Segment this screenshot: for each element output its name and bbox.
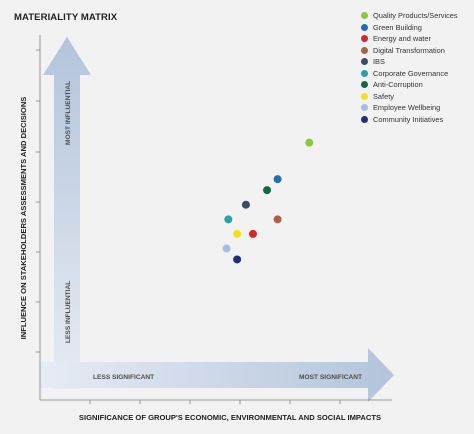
legend-label: Energy and water xyxy=(373,34,431,44)
point-energy-and-water xyxy=(248,229,257,238)
legend-item: Digital Transformation xyxy=(361,45,458,57)
point-quality-products-services xyxy=(305,138,314,147)
y-axis-ticks xyxy=(36,49,40,353)
legend-swatch xyxy=(361,46,368,54)
legend-label: IBS xyxy=(373,57,385,67)
legend-item: IBS xyxy=(361,56,458,68)
legend-item: Quality Products/Services xyxy=(361,10,458,22)
legend-label: Safety xyxy=(373,91,394,101)
legend-item: Employee Wellbeing xyxy=(361,102,458,114)
point-digital-transformation xyxy=(273,215,282,224)
point-employee-wellbeing xyxy=(222,244,231,253)
less-significant-label: LESS SIGNIFICANT xyxy=(93,374,154,381)
most-influential-label: MOST INFLUENTIAL xyxy=(65,81,72,145)
legend-swatch xyxy=(361,12,368,20)
legend-item: Community Initiatives xyxy=(361,114,458,126)
data-points xyxy=(222,138,314,264)
x-axis-title: SIGNIFICANCE OF GROUP'S ECONOMIC, ENVIRO… xyxy=(79,413,381,422)
point-anti-corruption xyxy=(263,186,272,195)
legend-swatch xyxy=(361,58,368,66)
legend-swatch xyxy=(361,115,368,123)
x-axis-arrow xyxy=(40,348,394,402)
legend-swatch xyxy=(361,69,368,77)
legend: Quality Products/Services Green Building E… xyxy=(361,10,458,125)
y-axis-arrow xyxy=(43,37,91,389)
legend-item: Energy and water xyxy=(361,33,458,45)
x-axis-ticks xyxy=(89,400,341,404)
point-community-initiatives xyxy=(233,255,242,264)
legend-label: Employee Wellbeing xyxy=(373,103,441,113)
point-green-building xyxy=(273,175,282,184)
less-influential-label: LESS INFLUENTIAL xyxy=(65,281,72,343)
legend-swatch xyxy=(361,104,368,112)
most-significant-label: MOST SIGNIFICANT xyxy=(299,374,362,381)
legend-swatch xyxy=(361,92,368,100)
point-ibs xyxy=(241,200,250,209)
legend-label: Digital Transformation xyxy=(373,45,445,55)
legend-item: Safety xyxy=(361,91,458,103)
chart-title: MATERIALITY MATRIX xyxy=(14,12,118,23)
legend-swatch xyxy=(361,23,368,31)
legend-item: Anti-Corruption xyxy=(361,79,458,91)
point-safety xyxy=(233,229,242,238)
legend-label: Community Initiatives xyxy=(373,114,444,124)
legend-label: Anti-Corruption xyxy=(373,80,423,90)
legend-item: Corporate Governance xyxy=(361,68,458,80)
point-corporate-governance xyxy=(224,215,233,224)
y-axis-title: INFLUENCE ON STAKEHOLDERS ASSESSMENTS AN… xyxy=(19,97,28,340)
legend-swatch xyxy=(361,35,368,43)
legend-swatch xyxy=(361,81,368,89)
legend-item: Green Building xyxy=(361,22,458,34)
legend-label: Corporate Governance xyxy=(373,68,449,78)
legend-label: Green Building xyxy=(373,22,422,32)
legend-label: Quality Products/Services xyxy=(373,11,458,21)
